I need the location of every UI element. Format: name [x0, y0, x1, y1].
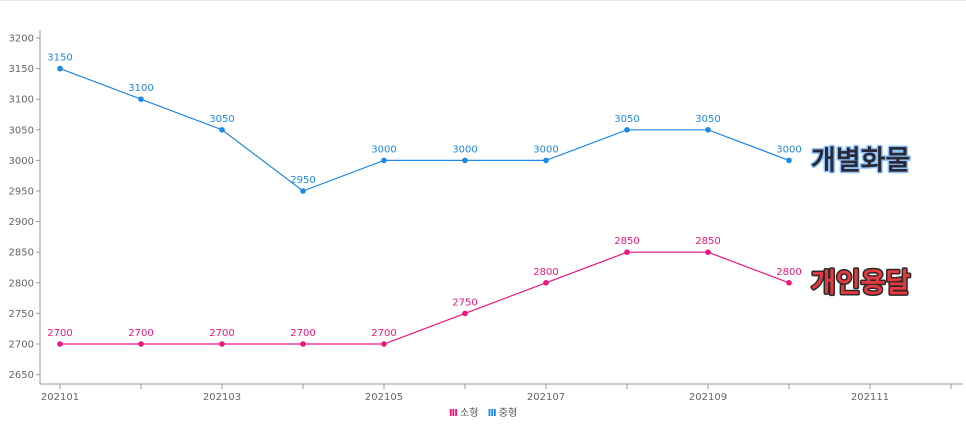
data-point	[705, 249, 711, 255]
data-point	[57, 65, 63, 72]
data-label: 3000	[776, 144, 801, 155]
data-label: 2700	[209, 328, 234, 339]
x-tick-label: 202101	[41, 392, 79, 400]
data-point	[219, 127, 225, 133]
axes: 2650 2700 2750 2800 2850 2900 2950 3000 3050 3100…	[9, 30, 963, 400]
data-point	[381, 341, 387, 347]
data-point	[462, 310, 468, 317]
top-divider	[0, 0, 966, 1]
data-label: 2700	[290, 328, 315, 339]
series-lines: 2700 2700 2700 2700 2700 2750 2800 2850 2850 2800…	[47, 53, 802, 347]
data-label: 3050	[695, 114, 720, 125]
data-label: 2850	[695, 236, 720, 247]
series-annotation-label: 개별화물	[811, 145, 910, 176]
data-point	[705, 127, 711, 133]
x-tick-label: 202105	[365, 392, 403, 400]
data-label: 3000	[371, 144, 396, 155]
y-tick-label: 2750	[9, 309, 34, 320]
x-tick-label: 202107	[527, 392, 565, 400]
legend: III 소형 III 중형	[0, 404, 966, 419]
data-label: 3050	[614, 114, 639, 125]
data-point	[138, 341, 144, 347]
line-chart: 2650 2700 2750 2800 2850 2900 2950 3000 3050 3100…	[9, 30, 963, 400]
x-tick-label: 202109	[689, 392, 727, 400]
legend-item-medium[interactable]: III 중형	[488, 408, 518, 419]
data-point	[543, 280, 549, 286]
y-tick-label: 2900	[9, 217, 34, 228]
series-line-1	[59, 68, 790, 192]
data-label: 3050	[209, 114, 234, 125]
y-tick-label: 2800	[9, 278, 34, 289]
x-tick-label: 202111	[851, 392, 889, 400]
data-label: 2800	[533, 267, 558, 278]
data-point	[624, 127, 630, 133]
legend-swatch-medium: III	[487, 408, 497, 419]
data-label: 2950	[290, 175, 315, 186]
data-point	[543, 157, 549, 164]
y-tick-label: 3200	[9, 34, 34, 45]
legend-item-small[interactable]: III 소형	[449, 408, 482, 419]
y-tick-label: 2850	[9, 248, 34, 259]
data-label: 3150	[47, 53, 72, 64]
data-point	[300, 341, 306, 347]
data-label: 3000	[533, 144, 558, 155]
data-point	[300, 188, 306, 194]
legend-label-small: 소형	[460, 408, 479, 419]
data-label: 2800	[776, 267, 801, 278]
data-point	[219, 341, 225, 347]
data-label: 3100	[128, 83, 153, 94]
data-point	[381, 157, 387, 164]
data-label: 2750	[452, 297, 477, 308]
data-point	[462, 157, 468, 164]
y-tick-label: 3000	[9, 156, 34, 167]
y-tick-label: 3050	[9, 125, 34, 136]
series-annotation-label: 개인용달	[811, 268, 911, 299]
data-point	[786, 157, 792, 164]
series-line-0	[60, 251, 790, 345]
y-tick-label: 2650	[9, 370, 34, 381]
data-label: 2700	[128, 328, 153, 339]
data-label: 2700	[371, 328, 396, 339]
y-tick-label: 3150	[9, 64, 34, 75]
y-tick-label: 2950	[9, 187, 34, 198]
data-point	[57, 341, 63, 347]
data-point	[786, 280, 792, 286]
y-tick-label: 2700	[9, 340, 34, 351]
data-point	[138, 96, 144, 102]
data-point	[624, 249, 630, 255]
data-label: 2700	[47, 328, 72, 339]
x-tick-label: 202103	[203, 392, 241, 400]
legend-swatch-small: III	[448, 408, 458, 419]
y-tick-label: 3100	[9, 95, 34, 106]
data-label: 2850	[614, 236, 639, 247]
legend-label-medium: 중형	[498, 408, 518, 419]
data-label: 3000	[452, 144, 477, 155]
